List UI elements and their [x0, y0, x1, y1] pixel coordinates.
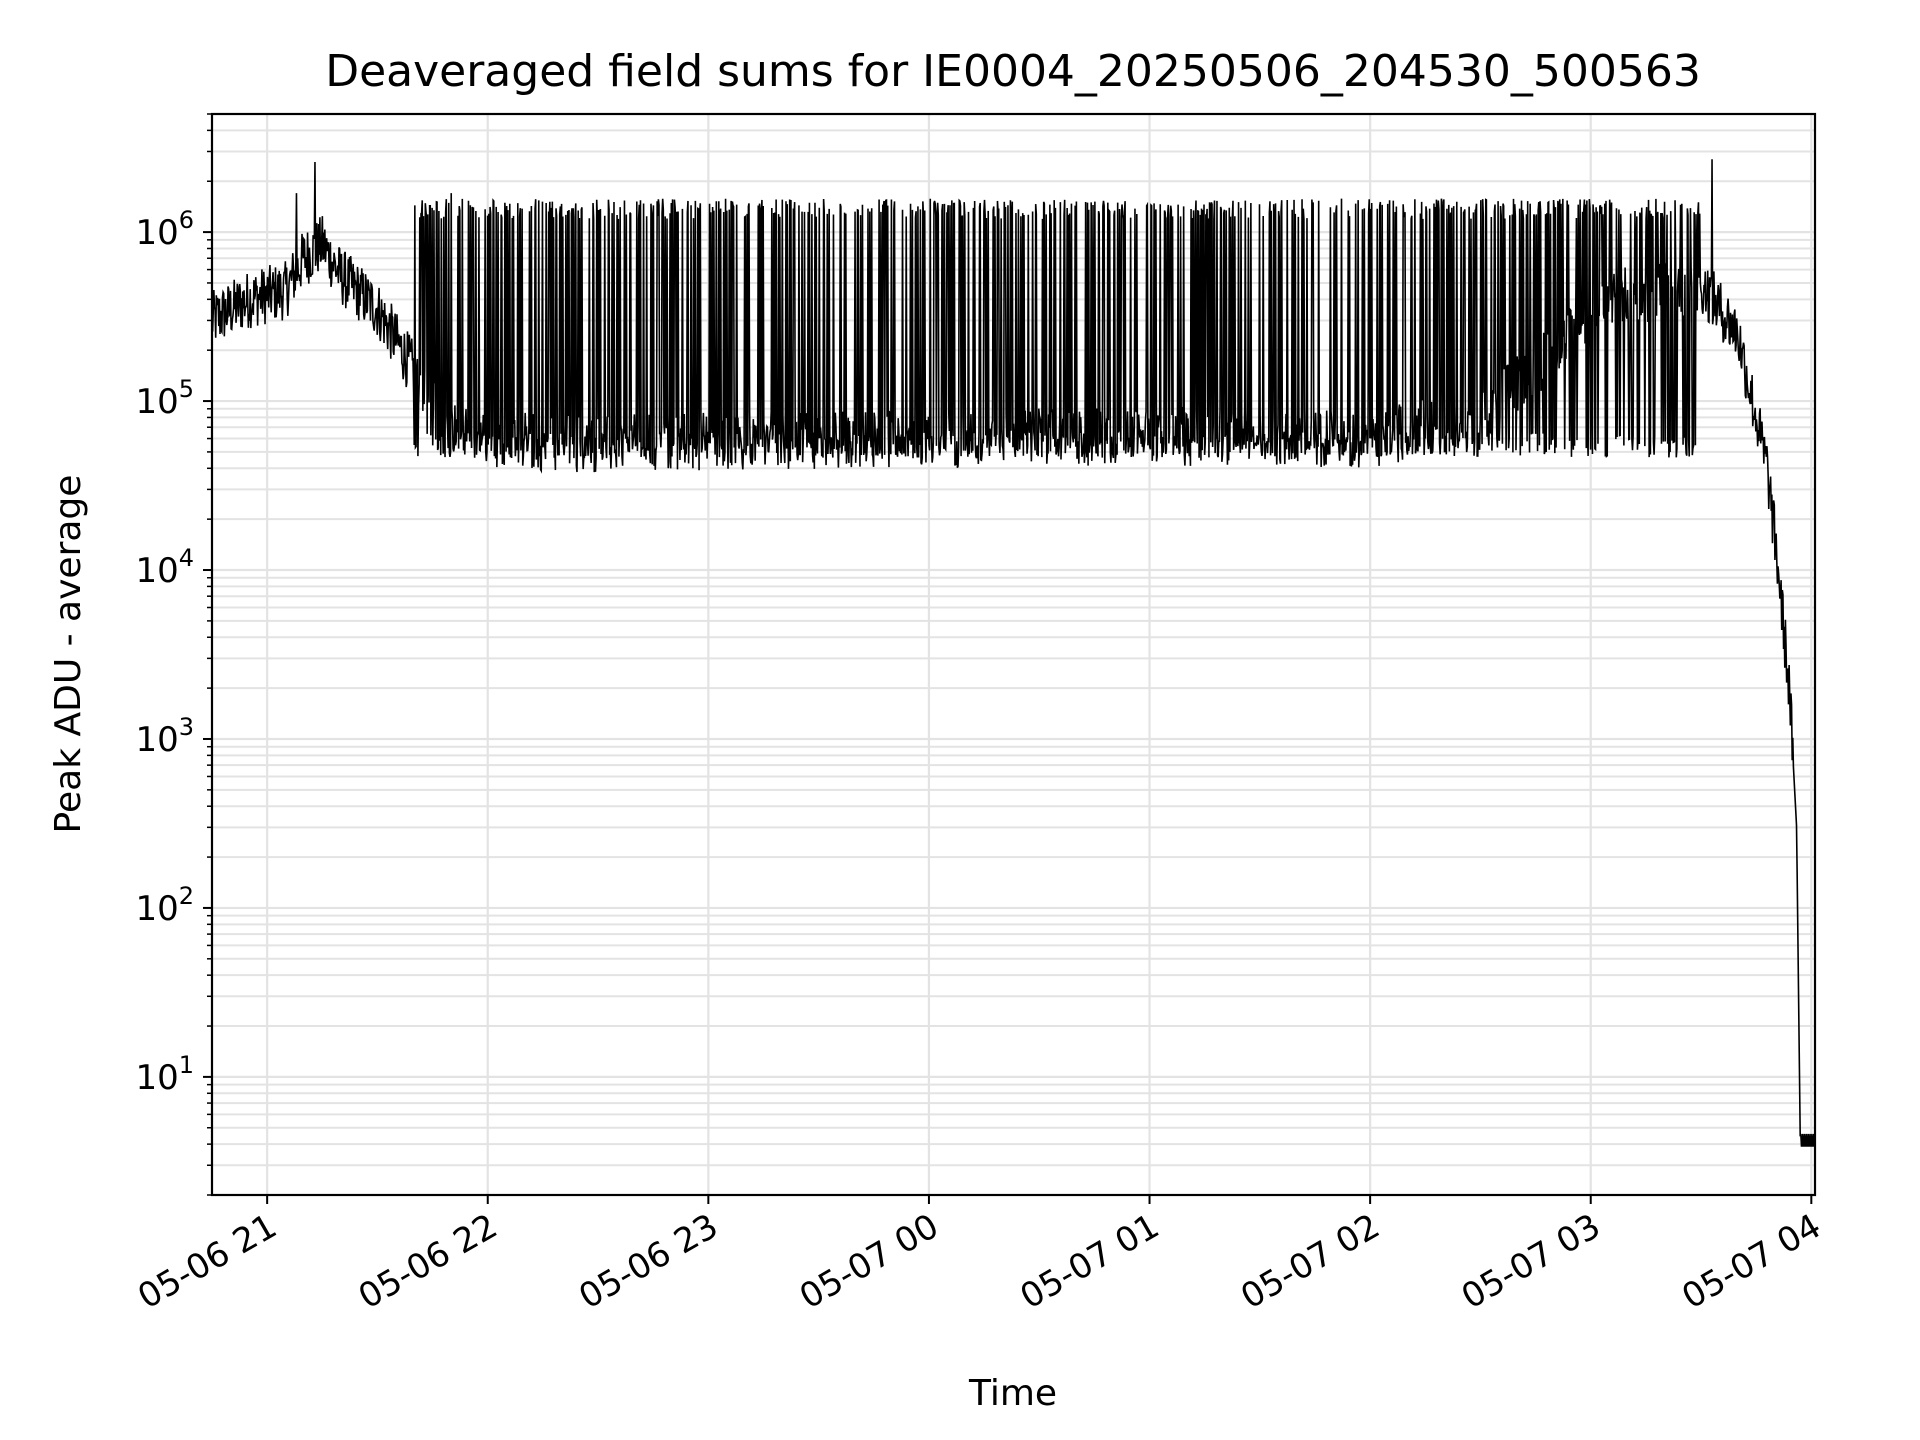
chart-title: Deaveraged field sums for IE0004_2025050…	[325, 46, 1701, 97]
y-tick-label: 104	[135, 544, 194, 591]
y-axis-title: Peak ADU - average	[48, 475, 89, 834]
plot-frame	[210, 112, 1817, 1197]
y-tick-label: 106	[135, 206, 194, 253]
axis-ticks	[203, 113, 1813, 1204]
y-tick-label: 101	[135, 1051, 194, 1098]
data-line	[211, 159, 1816, 1147]
y-tick-label: 105	[135, 375, 194, 422]
x-axis-title: Time	[968, 1373, 1057, 1414]
y-tick-label: 102	[135, 882, 194, 929]
y-tick-labels: 101 102 103 104 105 106	[135, 206, 194, 1098]
y-tick-label: 103	[135, 713, 194, 760]
data-series	[211, 159, 1816, 1147]
